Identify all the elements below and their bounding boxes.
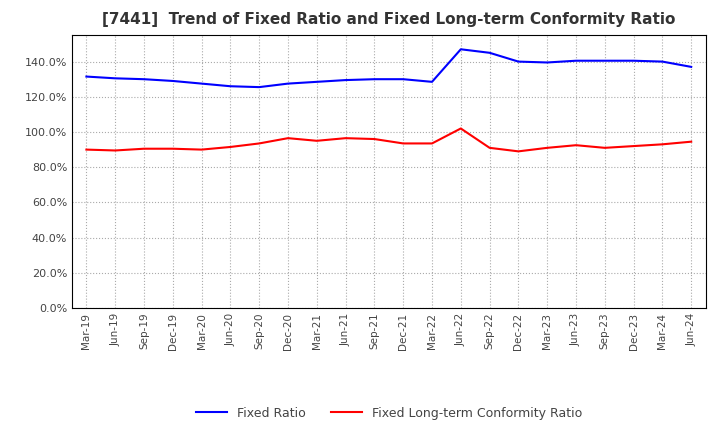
Fixed Ratio bbox=[572, 58, 580, 63]
Fixed Ratio bbox=[111, 76, 120, 81]
Fixed Long-term Conformity Ratio bbox=[111, 148, 120, 153]
Line: Fixed Long-term Conformity Ratio: Fixed Long-term Conformity Ratio bbox=[86, 128, 691, 151]
Fixed Ratio bbox=[312, 79, 321, 84]
Fixed Ratio bbox=[197, 81, 206, 86]
Fixed Long-term Conformity Ratio bbox=[370, 136, 379, 142]
Fixed Long-term Conformity Ratio bbox=[629, 143, 638, 149]
Fixed Long-term Conformity Ratio bbox=[341, 136, 350, 141]
Fixed Long-term Conformity Ratio bbox=[312, 138, 321, 143]
Fixed Ratio bbox=[428, 79, 436, 84]
Fixed Ratio bbox=[255, 84, 264, 90]
Fixed Long-term Conformity Ratio bbox=[82, 147, 91, 152]
Fixed Long-term Conformity Ratio bbox=[399, 141, 408, 146]
Fixed Long-term Conformity Ratio bbox=[456, 126, 465, 131]
Fixed Ratio bbox=[284, 81, 292, 86]
Fixed Long-term Conformity Ratio bbox=[428, 141, 436, 146]
Fixed Long-term Conformity Ratio bbox=[140, 146, 148, 151]
Fixed Ratio bbox=[658, 59, 667, 64]
Fixed Ratio bbox=[82, 74, 91, 79]
Legend: Fixed Ratio, Fixed Long-term Conformity Ratio: Fixed Ratio, Fixed Long-term Conformity … bbox=[191, 402, 587, 425]
Fixed Ratio bbox=[370, 77, 379, 82]
Fixed Ratio bbox=[687, 64, 696, 70]
Fixed Long-term Conformity Ratio bbox=[514, 149, 523, 154]
Fixed Ratio bbox=[485, 50, 494, 55]
Fixed Long-term Conformity Ratio bbox=[485, 145, 494, 150]
Fixed Ratio bbox=[514, 59, 523, 64]
Fixed Ratio bbox=[600, 58, 609, 63]
Fixed Ratio bbox=[543, 60, 552, 65]
Fixed Ratio bbox=[140, 77, 148, 82]
Fixed Ratio bbox=[399, 77, 408, 82]
Title: [7441]  Trend of Fixed Ratio and Fixed Long-term Conformity Ratio: [7441] Trend of Fixed Ratio and Fixed Lo… bbox=[102, 12, 675, 27]
Fixed Long-term Conformity Ratio bbox=[572, 143, 580, 148]
Fixed Long-term Conformity Ratio bbox=[600, 145, 609, 150]
Fixed Long-term Conformity Ratio bbox=[197, 147, 206, 152]
Fixed Long-term Conformity Ratio bbox=[168, 146, 177, 151]
Fixed Long-term Conformity Ratio bbox=[687, 139, 696, 144]
Fixed Ratio bbox=[341, 77, 350, 83]
Fixed Long-term Conformity Ratio bbox=[255, 141, 264, 146]
Fixed Long-term Conformity Ratio bbox=[284, 136, 292, 141]
Fixed Ratio bbox=[226, 84, 235, 89]
Fixed Ratio bbox=[168, 78, 177, 84]
Fixed Ratio bbox=[629, 58, 638, 63]
Fixed Long-term Conformity Ratio bbox=[543, 145, 552, 150]
Fixed Long-term Conformity Ratio bbox=[226, 144, 235, 150]
Line: Fixed Ratio: Fixed Ratio bbox=[86, 49, 691, 87]
Fixed Ratio bbox=[456, 47, 465, 52]
Fixed Long-term Conformity Ratio bbox=[658, 142, 667, 147]
